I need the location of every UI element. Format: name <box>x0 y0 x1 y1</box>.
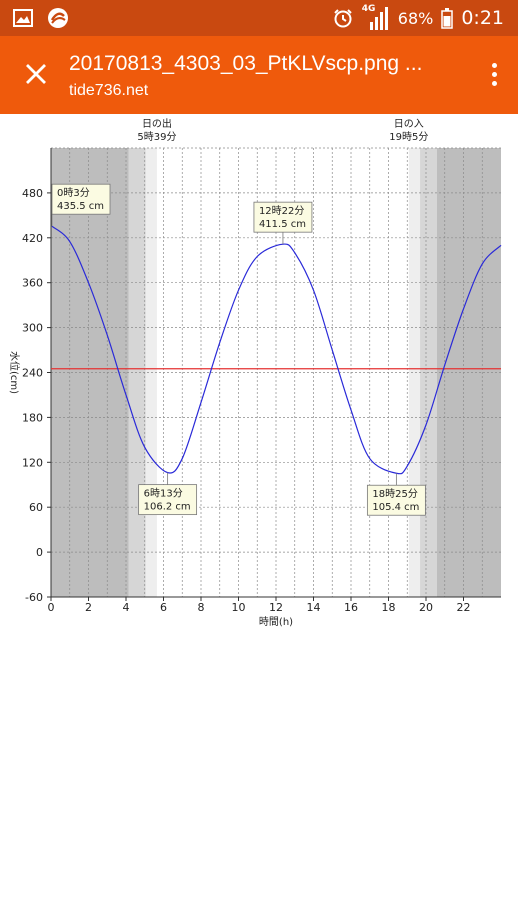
x-tick-label: 4 <box>123 601 130 614</box>
sunrise-label: 日の出 <box>142 117 172 130</box>
overflow-menu-button[interactable] <box>482 54 506 94</box>
close-icon <box>26 64 46 84</box>
x-tick-label: 14 <box>307 601 321 614</box>
tide-chart: 0 2 4 6 8 10 12 14 16 18 20 22 -60 0 60 120 180 240 300 360… <box>8 117 502 628</box>
callout-time: 0時3分 <box>57 187 90 199</box>
callout-box <box>138 484 198 516</box>
tide-chart-image: 0 2 4 6 8 10 12 14 16 18 20 22 -60 0 60 120 180 240 300 360… <box>0 114 518 634</box>
x-tick-label: 16 <box>344 601 358 614</box>
app-bar: 20170813_4303_03_PtKLVscp.png ... tide73… <box>0 36 518 114</box>
sunset-label: 日の入 <box>394 119 424 130</box>
x-tick-label: 22 <box>457 601 471 614</box>
y-tick-label: 60 <box>29 501 43 514</box>
x-tick-label: 18 <box>382 601 396 614</box>
y-tick-label: 240 <box>22 367 43 380</box>
image-icon <box>13 9 33 27</box>
app-icon <box>48 8 68 28</box>
x-tick-label: 6 <box>160 601 167 614</box>
callout-time: 18時25分 <box>372 488 417 500</box>
y-tick-label: 300 <box>22 322 43 335</box>
callout-value: 435.5 cm <box>57 201 104 212</box>
battery-icon <box>441 8 454 29</box>
page-title: 20170813_4303_03_PtKLVscp.png ... <box>69 52 423 75</box>
y-tick-label: 0 <box>36 546 43 559</box>
status-right: 4G 68% 0:21 <box>332 0 504 36</box>
night-shade-morning <box>51 148 129 597</box>
status-bar: 4G 68% 0:21 <box>0 0 518 36</box>
x-tick-label: 8 <box>198 601 205 614</box>
sunset-time: 19時5分 <box>389 131 428 143</box>
callout-box <box>51 183 111 215</box>
signal-icon: 4G <box>362 4 390 32</box>
x-tick-label: 10 <box>232 601 246 614</box>
callout-value: 106.2 cm <box>144 502 191 513</box>
y-tick-label: 180 <box>22 411 43 424</box>
battery-percent: 68% <box>397 8 434 28</box>
y-axis-title: 水位(cm) <box>8 351 21 394</box>
y-tick-label: 120 <box>22 456 43 469</box>
page-subtitle: tide736.net <box>69 82 149 99</box>
callout-box <box>253 201 313 233</box>
x-tick-label: 2 <box>85 601 92 614</box>
alarm-icon <box>334 9 352 28</box>
close-button[interactable] <box>14 52 58 96</box>
y-tick-label: -60 <box>25 591 43 604</box>
dusk-shade <box>408 148 421 597</box>
clock: 0:21 <box>461 7 504 29</box>
x-tick-label: 20 <box>419 601 433 614</box>
y-tick-label: 360 <box>22 277 43 290</box>
callout-time: 6時13分 <box>144 488 183 500</box>
more-vert-icon <box>491 62 497 68</box>
callout-value: 411.5 cm <box>259 219 306 230</box>
y-tick-label: 480 <box>22 187 43 200</box>
callout-value: 105.4 cm <box>372 502 419 513</box>
callout-time: 12時22分 <box>259 205 304 217</box>
y-tick-label: 420 <box>22 232 43 245</box>
status-left-icons <box>12 6 70 30</box>
x-tick-label: 0 <box>48 601 55 614</box>
x-axis-title: 時間(h) <box>259 616 293 628</box>
sunrise-time: 5時39分 <box>137 131 176 143</box>
callout-box <box>366 484 426 516</box>
network-type: 4G <box>361 4 376 14</box>
x-tick-label: 12 <box>269 601 283 614</box>
